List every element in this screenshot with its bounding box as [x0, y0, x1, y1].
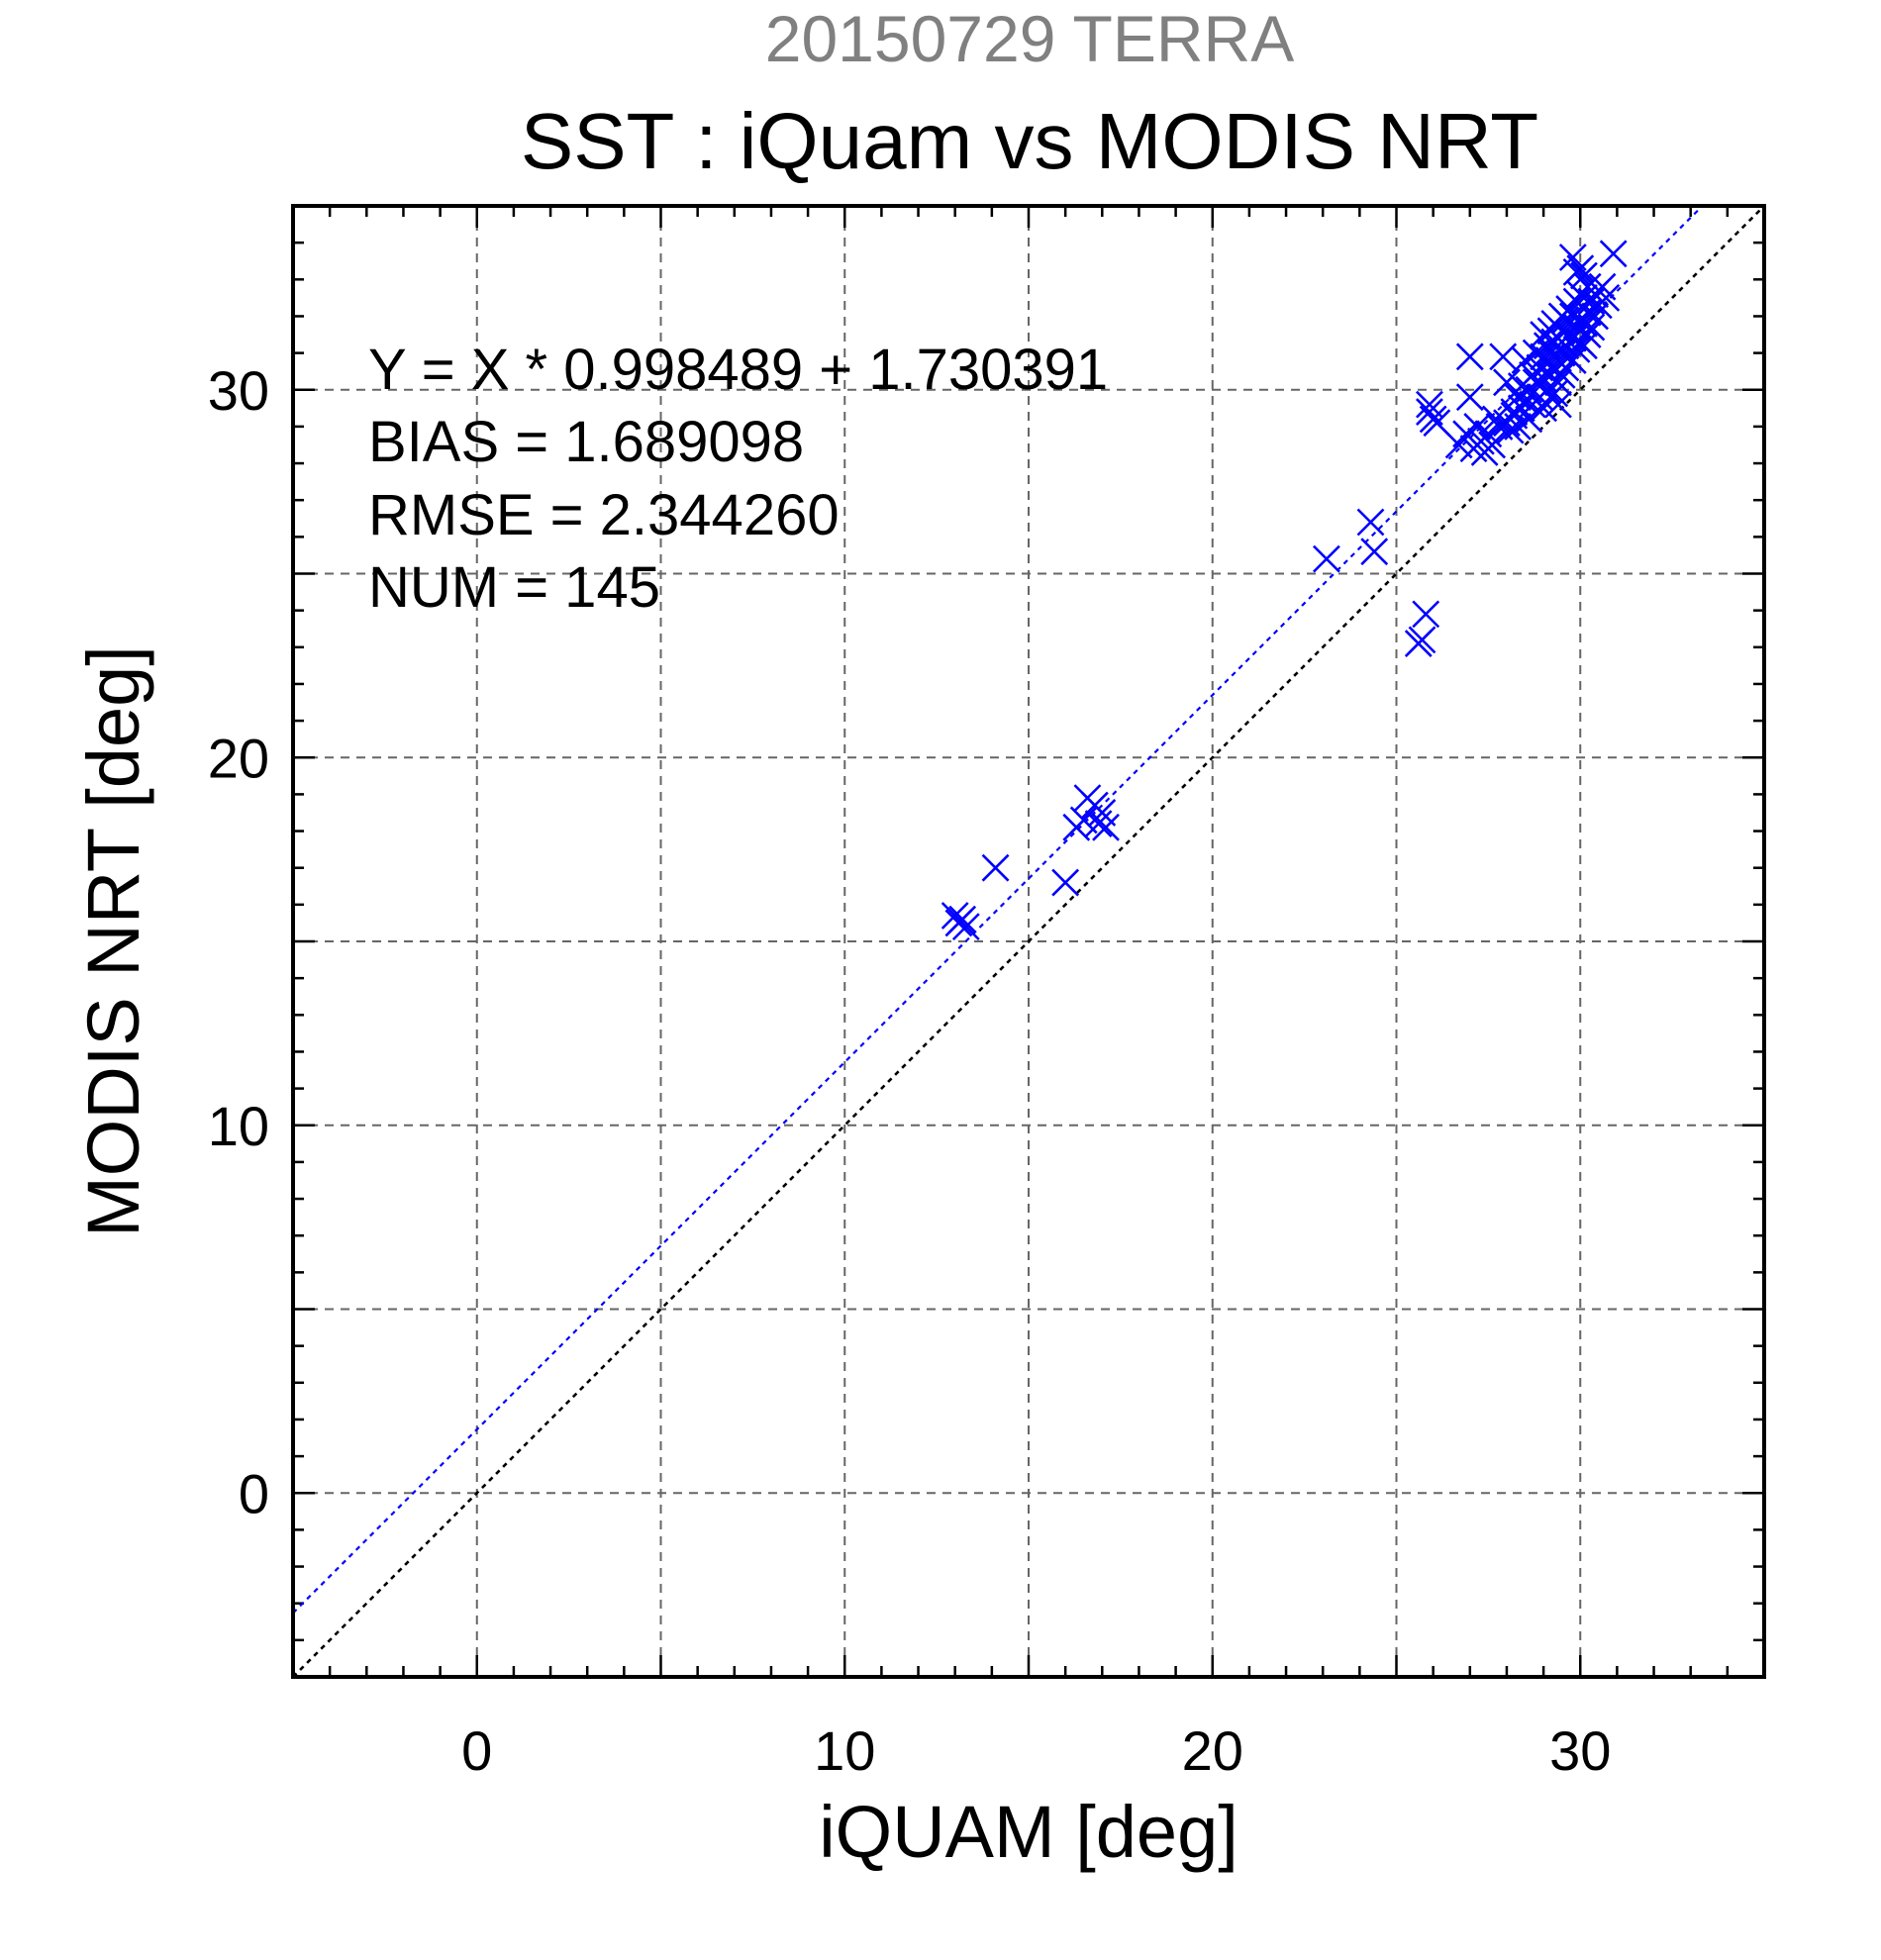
data-point — [1412, 600, 1440, 629]
stats-fit-equation: Y = X * 0.998489 + 1.730391 — [368, 338, 1108, 402]
data-points — [940, 240, 1628, 941]
data-point — [1588, 272, 1617, 301]
y-axis-label: MODIS NRT [deg] — [72, 645, 154, 1237]
plot-frame — [291, 204, 1766, 1679]
x-tick-label: 10 — [814, 1719, 875, 1782]
stats-box: Y = X * 0.998489 + 1.730391 BIAS = 1.689… — [368, 338, 1108, 620]
y-tick-label: 20 — [208, 727, 269, 789]
chart-supertitle: 20150729 TERRA — [765, 2, 1294, 75]
x-tick-label: 30 — [1549, 1719, 1611, 1782]
x-tick-label: 0 — [461, 1719, 492, 1782]
data-point — [1592, 283, 1621, 312]
data-point — [1084, 810, 1113, 838]
data-point — [1408, 626, 1436, 654]
data-point — [1478, 431, 1507, 459]
data-point — [1540, 379, 1569, 408]
x-tick-label: 20 — [1182, 1719, 1243, 1782]
data-point — [1455, 383, 1484, 412]
y-tick-label: 0 — [239, 1462, 269, 1524]
data-point — [1581, 302, 1610, 331]
data-point — [1416, 390, 1443, 419]
data-point — [948, 905, 977, 933]
data-point — [1577, 313, 1606, 342]
data-point — [1356, 508, 1385, 537]
data-point — [1544, 368, 1572, 397]
data-point — [1051, 868, 1080, 897]
data-point — [1562, 335, 1591, 363]
reference-lines — [292, 205, 1765, 1678]
data-point — [1558, 346, 1587, 374]
data-point — [981, 853, 1010, 882]
data-point — [1544, 390, 1572, 419]
data-point — [1570, 261, 1598, 290]
one-to-one-line — [292, 205, 1765, 1678]
data-point — [1570, 332, 1598, 360]
data-point — [1489, 343, 1518, 371]
stats-num: NUM = 145 — [368, 555, 660, 620]
data-point — [1566, 254, 1595, 283]
data-point — [1360, 538, 1389, 566]
data-point — [1547, 360, 1576, 389]
chart-title: SST : iQuam vs MODIS NRT — [521, 97, 1538, 185]
data-point — [951, 913, 980, 941]
data-point — [1599, 240, 1628, 268]
tick-labels: 0 10 20 30 0 10 20 30 — [208, 359, 1612, 1782]
data-point — [1481, 405, 1510, 434]
stats-bias: BIAS = 1.689098 — [368, 410, 804, 474]
data-point — [1573, 321, 1602, 348]
data-point — [1313, 544, 1340, 573]
data-point — [1092, 813, 1120, 841]
y-tick-label: 30 — [208, 359, 269, 422]
stats-rmse: RMSE = 2.344260 — [368, 483, 840, 547]
data-point — [1423, 409, 1451, 438]
y-tick-label: 10 — [208, 1095, 269, 1157]
x-axis-label: iQUAM [deg] — [819, 1791, 1238, 1873]
data-point — [1455, 343, 1484, 371]
